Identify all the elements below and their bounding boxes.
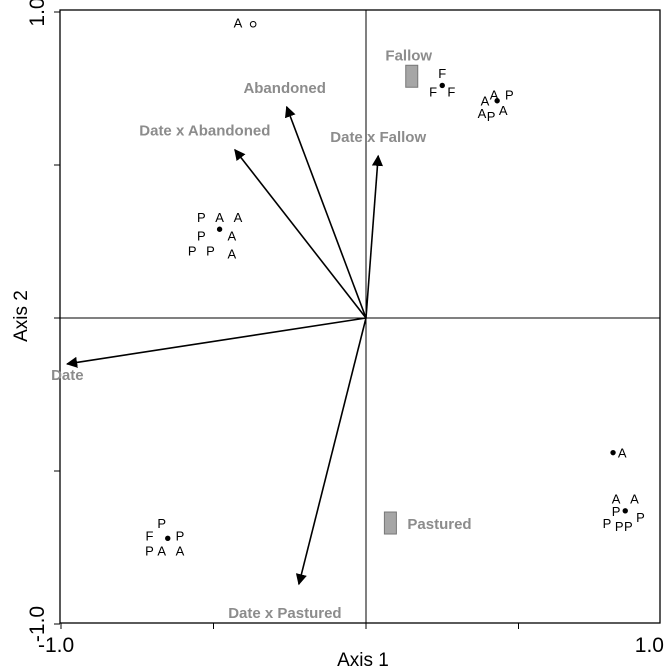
sample-centroid-point: [216, 226, 223, 232]
sample-point-label: P: [603, 516, 612, 531]
vector-arrow: [365, 154, 384, 319]
sample-point-label: P: [188, 244, 197, 259]
factor-centroid-marker: [405, 64, 419, 88]
sample-point-label: A: [157, 544, 166, 559]
sample-point-label: P: [615, 519, 624, 534]
vector-label: Date: [51, 367, 84, 384]
sample-centroid-point: [249, 20, 257, 28]
x-tick-label: -1.0: [38, 634, 74, 657]
sample-point-label: A: [481, 94, 490, 109]
sample-point-label: P: [505, 88, 514, 103]
sample-centroid-point: [165, 535, 171, 542]
sample-point-label: A: [227, 247, 236, 262]
sample-point-label: P: [206, 244, 215, 259]
factor-centroid-label: Fallow: [385, 47, 432, 64]
sample-centroid-point: [494, 98, 500, 104]
sample-point-label: A: [499, 103, 508, 118]
vector-label: Date x Abandoned: [139, 123, 270, 140]
vector-arrow: [295, 317, 367, 586]
vector-arrow: [234, 148, 367, 319]
x-tick-label: 1.0: [635, 634, 664, 657]
sample-point-label: F: [429, 85, 437, 100]
sample-point-label: P: [197, 210, 206, 225]
y-tick-label: -1.0: [26, 606, 49, 642]
sample-point-label: F: [145, 528, 153, 543]
sample-point-label: P: [176, 528, 185, 543]
factor-centroid-label: Pastured: [407, 516, 471, 533]
vector-label: Date x Fallow: [330, 129, 426, 146]
sample-point-label: A: [618, 446, 627, 461]
sample-centroid-point: [610, 449, 616, 456]
sample-point-label: P: [157, 516, 166, 531]
vector-arrow: [285, 105, 367, 319]
y-axis-title: Axis 2: [11, 290, 32, 342]
sample-point-label: P: [636, 510, 645, 525]
plot-frame: [59, 9, 661, 624]
sample-point-label: A: [234, 210, 243, 225]
sample-point-label: A: [478, 106, 487, 121]
vector-arrow: [65, 317, 367, 368]
sample-point-label: P: [145, 544, 154, 559]
sample-point-label: P: [487, 109, 496, 124]
sample-centroid-point: [439, 82, 445, 89]
sample-point-label: A: [234, 16, 243, 31]
sample-point-label: F: [438, 66, 446, 81]
sample-centroid-point: [622, 508, 628, 514]
vector-label: Abandoned: [243, 80, 326, 97]
sample-point-label: A: [612, 492, 621, 507]
sample-point-label: A: [215, 210, 224, 225]
sample-point-label: F: [447, 85, 455, 100]
factor-centroid-marker: [383, 511, 397, 535]
sample-point-label: A: [490, 88, 499, 103]
sample-point-label: P: [612, 504, 621, 519]
sample-point-label: P: [624, 519, 633, 534]
sample-point-label: A: [227, 228, 236, 243]
y-tick-label: 1.0: [26, 0, 49, 27]
vector-label: Date x Pastured: [228, 605, 341, 622]
sample-point-label: P: [197, 228, 206, 243]
sample-point-label: A: [630, 492, 639, 507]
sample-point-label: A: [176, 544, 185, 559]
x-axis-title: Axis 1: [337, 650, 389, 671]
